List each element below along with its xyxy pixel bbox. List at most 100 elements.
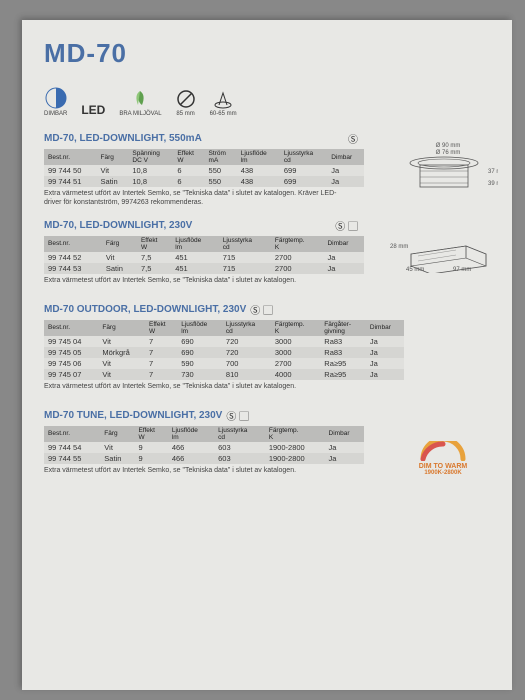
cell: 10,8 [128, 176, 173, 187]
cell: 715 [219, 263, 271, 274]
svg-text:37 mm: 37 mm [488, 169, 498, 175]
col-header: EffektW [137, 236, 171, 252]
cutout-icon: 60-65 mm [210, 89, 237, 117]
cell: 99 744 50 [44, 165, 97, 176]
cell: 603 [214, 442, 265, 453]
cell: 603 [214, 453, 265, 464]
section-outdoor: MD-70 OUTDOOR, LED-DOWNLIGHT, 230V Ⓢ ▢ B… [44, 302, 498, 392]
cell: Vit [100, 442, 134, 453]
cell: 99 745 05 [44, 347, 98, 358]
col-header: Ljusstyrkacd [222, 320, 271, 336]
cell: 10,8 [128, 165, 173, 176]
diameter-icon: 85 mm [176, 89, 196, 117]
col-header: Best.nr. [44, 236, 102, 252]
svg-text:Ø 90 mm: Ø 90 mm [436, 143, 461, 149]
col-header: Dimbar [366, 320, 404, 336]
svg-text:97 mm: 97 mm [453, 267, 471, 273]
dimmable-label: DIMBAR [44, 111, 67, 117]
cell: 590 [177, 358, 222, 369]
s-symbol: Ⓢ ▢ [335, 218, 358, 233]
cell: 438 [237, 165, 280, 176]
cell: Ra≥95 [320, 358, 366, 369]
cell: 451 [171, 263, 219, 274]
sec1-title: MD-70, LED-DOWNLIGHT, 550mA [44, 133, 202, 144]
cell: 466 [168, 442, 214, 453]
cell: Ja [327, 165, 364, 176]
eco-icon: BRA MILJÖVAL [119, 89, 161, 117]
col-header: StrömmA [205, 149, 237, 165]
col-header: Färg [100, 426, 134, 442]
col-header: Best.nr. [44, 149, 97, 165]
cell: Ja [325, 442, 364, 453]
cell: 2700 [271, 358, 320, 369]
cell: 699 [280, 176, 327, 187]
svg-text:28 mm: 28 mm [390, 244, 408, 250]
section-230v: MD-70, LED-DOWNLIGHT, 230V Ⓢ ▢ Best.nr.F… [44, 218, 498, 286]
sec3-title: MD-70 OUTDOOR, LED-DOWNLIGHT, 230V [44, 304, 246, 315]
cell: 730 [177, 369, 222, 380]
col-header: Färg [98, 320, 145, 336]
cell: 99 745 07 [44, 369, 98, 380]
col-header: Dimbar [327, 149, 364, 165]
cell: 720 [222, 347, 271, 358]
svg-text:39 mm: 39 mm [488, 181, 498, 187]
col-header: Dimbar [323, 236, 364, 252]
cell: 99 745 06 [44, 358, 98, 369]
col-header: Färgtemp.K [265, 426, 325, 442]
table-tune: Best.nr.FärgEffektWLjusflödelmLjusstyrka… [44, 426, 364, 464]
table-row: 99 744 53Satin7,54517152700Ja [44, 263, 364, 274]
table-row: 99 745 06Vit75907002700Ra≥95Ja [44, 358, 404, 369]
page-title: MD-70 [44, 38, 498, 69]
fixture-diagram: Ø 90 mm Ø 76 mm 37 mm 39 mm [388, 141, 498, 203]
col-header: Ljusflödelm [168, 426, 214, 442]
col-header: EffektW [173, 149, 204, 165]
cell: 2700 [271, 252, 324, 263]
cell: 7 [145, 347, 177, 358]
col-header: Best.nr. [44, 426, 100, 442]
note1: Extra värmetest utfört av Intertek Semko… [44, 190, 344, 208]
col-header: SpänningDC V [128, 149, 173, 165]
cell: 1900-2800 [265, 453, 325, 464]
cell: Satin [97, 176, 129, 187]
cell: Ja [366, 336, 404, 347]
cell: 3000 [271, 347, 320, 358]
col-header: Ljusflödelm [171, 236, 219, 252]
catalog-page: MD-70 DIMBAR LED BRA MILJÖVAL 85 mm 60-6… [22, 20, 512, 690]
col-header: Färg [102, 236, 137, 252]
table-row: 99 744 50Vit10,86550438699Ja [44, 165, 364, 176]
note3: Extra värmetest utfört av Intertek Semko… [44, 383, 344, 392]
table-outdoor: Best.nr.FärgEffektWLjusflödelmLjusstyrka… [44, 320, 404, 380]
dim-to-warm-badge: DIM TO WARM 1900K-2800K [418, 441, 468, 476]
svg-text:45 mm: 45 mm [406, 267, 424, 273]
cell: Ja [366, 347, 404, 358]
cell: Vit [97, 165, 129, 176]
cutout-label: 60-65 mm [210, 111, 237, 117]
cell: 99 745 04 [44, 336, 98, 347]
col-header: Ljusstyrkacd [280, 149, 327, 165]
sec2-title: MD-70, LED-DOWNLIGHT, 230V [44, 220, 192, 231]
cell: Ra≥95 [320, 369, 366, 380]
s-symbol: Ⓢ ▢ [226, 408, 249, 423]
cell: 9 [134, 442, 167, 453]
table-row: 99 744 51Satin10,86550438699Ja [44, 176, 364, 187]
cell: Ja [325, 453, 364, 464]
cell: 9 [134, 453, 167, 464]
dimmable-icon: DIMBAR [44, 87, 67, 117]
col-header: Ljusflödelm [237, 149, 280, 165]
cell: Ra83 [320, 336, 366, 347]
cell: Vit [98, 369, 145, 380]
table-550ma: Best.nr.FärgSpänningDC VEffektWStrömmALj… [44, 149, 364, 187]
led-icon: LED [81, 103, 105, 117]
cell: Vit [98, 358, 145, 369]
cell: 7 [145, 369, 177, 380]
svg-text:Ø 76 mm: Ø 76 mm [436, 150, 461, 156]
col-header: Färgtemp.K [271, 236, 324, 252]
table-row: 99 745 04Vit76907203000Ra83Ja [44, 336, 404, 347]
cell: Vit [102, 252, 137, 263]
cell: 4000 [271, 369, 320, 380]
col-header: EffektW [134, 426, 167, 442]
cell: Vit [98, 336, 145, 347]
table-row: 99 744 55Satin94666031900-2800Ja [44, 453, 364, 464]
cell: Ja [323, 263, 364, 274]
sec4-title: MD-70 TUNE, LED-DOWNLIGHT, 230V [44, 410, 222, 421]
